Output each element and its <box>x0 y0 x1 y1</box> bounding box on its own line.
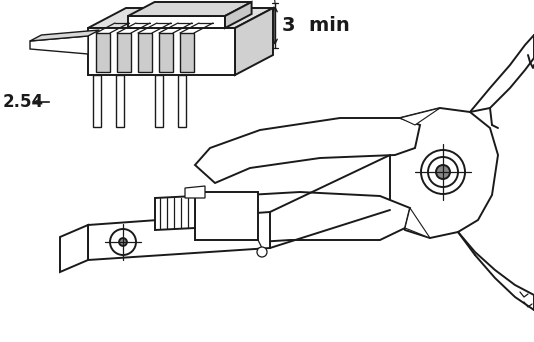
Polygon shape <box>195 192 258 240</box>
Text: 2.54: 2.54 <box>3 93 44 111</box>
Circle shape <box>436 165 450 179</box>
Polygon shape <box>30 30 99 41</box>
Polygon shape <box>400 108 440 125</box>
Polygon shape <box>180 192 410 250</box>
Polygon shape <box>88 28 235 75</box>
Polygon shape <box>128 2 252 16</box>
Polygon shape <box>180 33 194 72</box>
Polygon shape <box>390 108 498 238</box>
Polygon shape <box>117 33 131 72</box>
Polygon shape <box>225 2 252 28</box>
Polygon shape <box>96 33 110 72</box>
Polygon shape <box>155 75 163 127</box>
Circle shape <box>119 238 127 246</box>
Polygon shape <box>235 8 273 75</box>
Circle shape <box>257 247 267 257</box>
Polygon shape <box>30 36 88 54</box>
Circle shape <box>421 150 465 194</box>
Polygon shape <box>178 75 186 127</box>
Polygon shape <box>155 196 195 230</box>
Text: 3  min: 3 min <box>282 16 350 35</box>
Polygon shape <box>88 8 273 28</box>
Polygon shape <box>93 75 101 127</box>
Polygon shape <box>128 16 225 28</box>
Polygon shape <box>88 212 270 260</box>
Polygon shape <box>138 33 152 72</box>
Polygon shape <box>60 225 88 272</box>
Polygon shape <box>195 118 420 183</box>
Polygon shape <box>185 186 205 198</box>
Polygon shape <box>159 33 173 72</box>
Circle shape <box>110 229 136 255</box>
Circle shape <box>428 157 458 187</box>
Polygon shape <box>116 75 124 127</box>
Polygon shape <box>405 208 430 238</box>
